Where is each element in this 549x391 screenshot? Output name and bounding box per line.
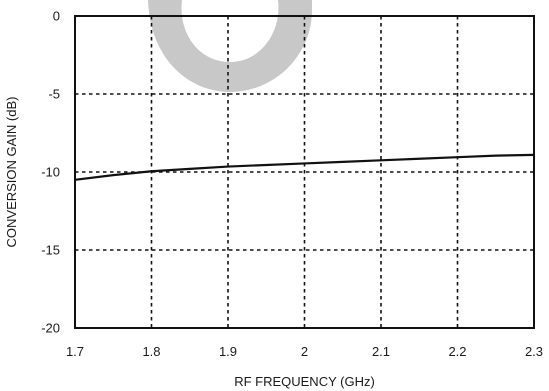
y-tick-labels: 0 -5 -10 -15 -20 [41, 9, 60, 336]
x-axis-title: RF FREQUENCY (GHz) [234, 374, 375, 389]
y-axis-title: CONVERSION GAIN (dB) [4, 97, 19, 248]
x-tick-label: 1.8 [142, 344, 160, 359]
plot-frame [74, 15, 535, 329]
x-tick-labels: 1.7 1.8 1.9 2 2.1 2.2 2.3 [66, 344, 543, 359]
y-tick-label: -20 [41, 321, 60, 336]
x-tick-label: 2.3 [525, 344, 543, 359]
y-tick-label: -5 [48, 87, 60, 102]
grid [75, 16, 534, 328]
x-tick-label: 2.2 [448, 344, 466, 359]
x-tick-label: 2.1 [372, 344, 390, 359]
y-tick-label: 0 [53, 9, 60, 24]
watermark-ring [148, 0, 312, 92]
series-layer [74, 153, 535, 181]
y-tick-label: -10 [41, 165, 60, 180]
watermark-shape [148, 0, 312, 92]
x-tick-label: 2 [301, 344, 308, 359]
y-tick-label: -15 [41, 243, 60, 258]
series-line [74, 153, 535, 181]
x-tick-label: 1.9 [219, 344, 237, 359]
x-tick-label: 1.7 [66, 344, 84, 359]
